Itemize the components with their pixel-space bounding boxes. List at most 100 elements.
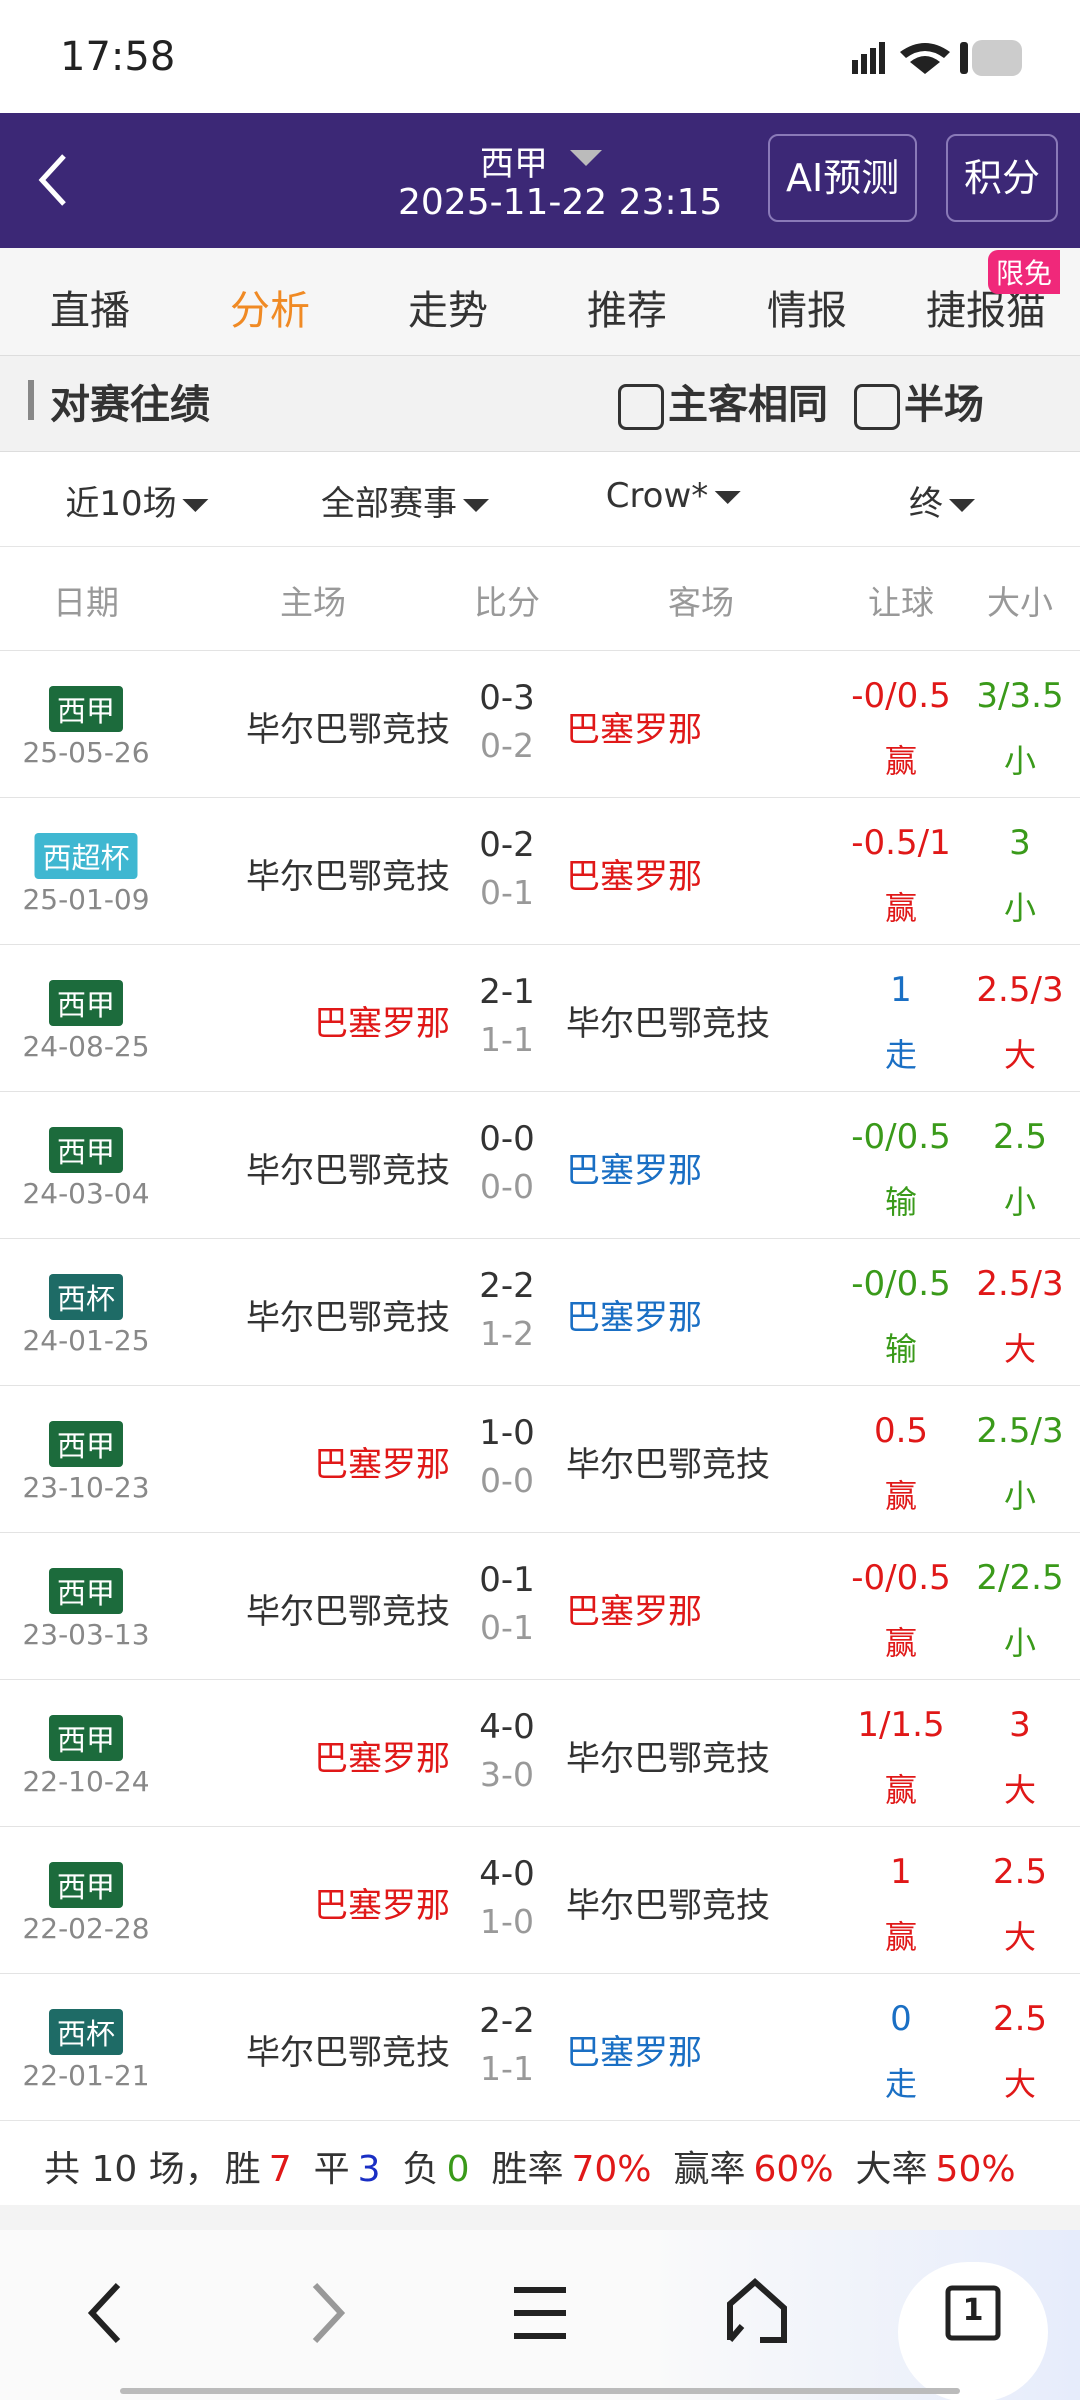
- tab[interactable]: 捷报猫: [926, 288, 1046, 334]
- handicap: 1/1.5: [857, 1705, 945, 1745]
- section-bar: [0, 355, 1080, 452]
- total: 3: [1009, 1705, 1031, 1745]
- away-team[interactable]: 巴塞罗那: [566, 857, 702, 897]
- total-result: 大: [1003, 1771, 1037, 1809]
- handicap-result: 赢: [884, 1624, 918, 1662]
- summary-bar: [0, 2120, 1080, 2206]
- row-divider: [0, 1091, 1080, 1092]
- summary-value: 50%: [935, 2149, 1016, 2190]
- tab[interactable]: 走势: [408, 288, 488, 334]
- dropdown-arrow: [949, 499, 975, 512]
- league-badge: 西甲: [48, 1568, 124, 1614]
- away-team[interactable]: 巴塞罗那: [566, 1151, 702, 1191]
- row-divider: [0, 1826, 1080, 1827]
- nav-forward[interactable]: [312, 2282, 346, 2344]
- home-team[interactable]: 巴塞罗那: [314, 1445, 450, 1485]
- tab[interactable]: 情报: [767, 288, 847, 334]
- column-header: 客场: [668, 583, 734, 622]
- total-result: 小: [1003, 1477, 1037, 1515]
- half-score: 0-2: [480, 726, 534, 765]
- handicap: -0/0.5: [851, 1117, 951, 1157]
- league-badge: 西甲: [48, 1421, 124, 1467]
- back-button[interactable]: [34, 150, 74, 210]
- score: 2-2: [479, 2001, 535, 2041]
- nav-back[interactable]: [87, 2282, 121, 2344]
- handicap: 0: [890, 1999, 912, 2039]
- header-button[interactable]: 积分: [946, 134, 1059, 222]
- match-date: 22-01-21: [22, 2059, 150, 2092]
- home-team[interactable]: 毕尔巴鄂竞技: [246, 857, 450, 897]
- home-team[interactable]: 巴塞罗那: [314, 1004, 450, 1044]
- nav-home[interactable]: [727, 2277, 787, 2343]
- summary-value: 0: [446, 2149, 470, 2190]
- tab[interactable]: 分析: [230, 288, 310, 334]
- total: 2.5: [992, 1852, 1048, 1892]
- summary-value: 60%: [753, 2149, 834, 2190]
- filter-dropdown[interactable]: 近10场: [65, 476, 209, 525]
- handicap-result: 赢: [884, 1477, 918, 1515]
- header-league[interactable]: 西甲: [480, 144, 548, 184]
- home-team[interactable]: 毕尔巴鄂竞技: [246, 710, 450, 750]
- total: 2.5: [992, 1117, 1048, 1157]
- home-team[interactable]: 毕尔巴鄂竞技: [246, 1151, 450, 1191]
- filter-dropdown[interactable]: 全部赛事: [321, 476, 489, 525]
- handicap: -0/0.5: [851, 1264, 951, 1304]
- home-team[interactable]: 巴塞罗那: [314, 1739, 450, 1779]
- row-divider: [0, 1238, 1080, 1239]
- half-score: 1-2: [480, 1314, 534, 1353]
- home-team[interactable]: 巴塞罗那: [314, 1886, 450, 1926]
- tab[interactable]: 推荐: [587, 288, 667, 334]
- status-icons: [852, 40, 1022, 76]
- summary-total: 共 10 场，: [44, 2149, 221, 2190]
- handicap: 1: [890, 970, 912, 1010]
- filter-dropdown[interactable]: Crow*: [606, 476, 741, 516]
- column-header: 日期: [53, 583, 119, 622]
- away-team[interactable]: 巴塞罗那: [566, 1592, 702, 1632]
- nav-tabs[interactable]: [945, 2285, 1001, 2341]
- summary-label: 胜: [224, 2149, 261, 2190]
- checkbox[interactable]: 半场: [854, 372, 984, 430]
- checkbox-box[interactable]: [854, 384, 900, 430]
- league-dropdown-arrow[interactable]: [570, 148, 602, 168]
- row-divider: [0, 797, 1080, 798]
- row-divider: [0, 1385, 1080, 1386]
- checkbox[interactable]: 主客相同: [618, 372, 828, 430]
- handicap: -0.5/1: [851, 823, 951, 863]
- column-header: 让球: [868, 583, 934, 622]
- total-result: 小: [1003, 742, 1037, 780]
- total-result: 大: [1003, 1918, 1037, 1956]
- handicap-result: 走: [884, 1036, 918, 1074]
- away-team[interactable]: 毕尔巴鄂竞技: [566, 1739, 770, 1779]
- home-team[interactable]: 毕尔巴鄂竞技: [246, 1298, 450, 1338]
- nav-menu[interactable]: [514, 2287, 566, 2339]
- divider: [0, 546, 1080, 547]
- row-divider: [0, 650, 1080, 651]
- total: 3/3.5: [976, 676, 1064, 716]
- away-team[interactable]: 巴塞罗那: [566, 710, 702, 750]
- checkbox-label: 半场: [904, 382, 984, 428]
- away-team[interactable]: 巴塞罗那: [566, 2033, 702, 2073]
- column-header: 主场: [280, 583, 346, 622]
- handicap-result: 输: [884, 1183, 918, 1221]
- tab[interactable]: 直播: [50, 288, 130, 334]
- handicap: 0.5: [873, 1411, 929, 1451]
- match-date: 25-05-26: [22, 736, 150, 769]
- total-result: 大: [1003, 1036, 1037, 1074]
- away-team[interactable]: 毕尔巴鄂竞技: [566, 1004, 770, 1044]
- handicap-result: 走: [884, 2065, 918, 2103]
- away-team[interactable]: 毕尔巴鄂竞技: [566, 1886, 770, 1926]
- away-team[interactable]: 毕尔巴鄂竞技: [566, 1445, 770, 1485]
- checkbox-box[interactable]: [618, 384, 664, 430]
- home-team[interactable]: 毕尔巴鄂竞技: [246, 2033, 450, 2073]
- home-team[interactable]: 毕尔巴鄂竞技: [246, 1592, 450, 1632]
- away-team[interactable]: 巴塞罗那: [566, 1298, 702, 1338]
- summary: 共 10 场，胜 7 平 3 负 0 胜率 70% 赢率 60% 大率 50%: [44, 2140, 1016, 2192]
- dropdown-arrow: [182, 499, 209, 512]
- league-badge: 西甲: [48, 1715, 124, 1761]
- total-result: 小: [1003, 1624, 1037, 1662]
- match-date: 24-01-25: [22, 1324, 150, 1357]
- filter-dropdown[interactable]: 终: [909, 476, 975, 525]
- tab-badge: 限免: [988, 250, 1061, 294]
- header-button[interactable]: AI预测: [768, 134, 918, 222]
- total-result: 小: [1003, 1183, 1037, 1221]
